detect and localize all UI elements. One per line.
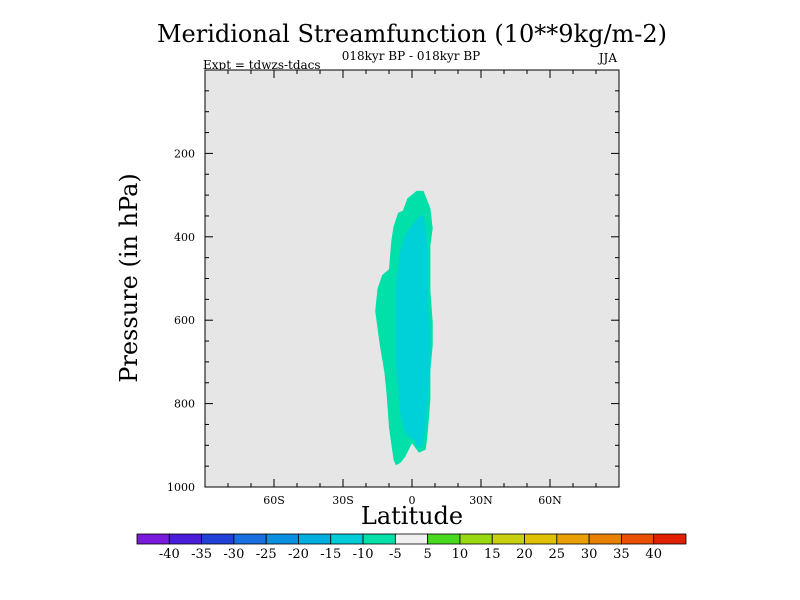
plot-frame [204, 69, 620, 488]
colorbar-label: -30 [223, 547, 244, 562]
colorbar-swatch [491, 533, 525, 545]
x-tick-label: 30S [332, 494, 354, 507]
y-tick-label: 600 [174, 314, 195, 327]
experiment-label: Expt = tdwzs-tdacs [203, 58, 321, 72]
colorbar-swatch [265, 533, 299, 545]
x-tick-label: 60S [263, 494, 285, 507]
x-tick-label: 60N [538, 494, 562, 507]
contour-fill-2 [395, 213, 431, 451]
colorbar-label: 35 [613, 547, 630, 562]
colorbar-swatch [524, 533, 558, 545]
colorbar-swatch [621, 533, 655, 545]
colorbar-label: 25 [549, 547, 566, 562]
y-tick-label: 200 [174, 147, 195, 160]
x-tick-label: 30N [469, 494, 493, 507]
colorbar-swatch [233, 533, 267, 545]
colorbar-swatch [556, 533, 590, 545]
colorbar-swatch [459, 533, 493, 545]
axis-ticks: 60S 30S 0 30N 60N 200 400 600 800 1000 [167, 70, 619, 507]
y-axis-label: Pressure (in hPa) [115, 173, 143, 383]
colorbar-label: -10 [353, 547, 374, 562]
colorbar-swatch [298, 533, 332, 545]
colorbar-label: -5 [389, 547, 402, 562]
colorbar-label: -20 [288, 547, 309, 562]
colorbar-swatch [201, 533, 235, 545]
chart-title: Meridional Streamfunction (10**9kg/m-2) [157, 20, 667, 48]
colorbar-label: -40 [159, 547, 180, 562]
chart-subtitle: 018kyr BP - 018kyr BP [342, 49, 480, 63]
y-tick-label: 1000 [167, 481, 195, 494]
colorbar-label: 20 [516, 547, 533, 562]
colorbar-label: 10 [452, 547, 469, 562]
colorbar-swatch [427, 533, 461, 545]
colorbar-swatch [362, 533, 396, 545]
colorbar-label: 15 [484, 547, 501, 562]
colorbar-swatch [653, 533, 687, 545]
colorbar-label: 5 [424, 547, 432, 562]
colorbar-swatch [330, 533, 364, 545]
colorbar-label: -25 [256, 547, 277, 562]
colorbar: -40 -35 -30 -25 -20 -15 -10 -5 5 10 15 20 25 30 35 40 [136, 533, 687, 562]
x-axis-label: Latitude [361, 502, 463, 530]
season-label: JJA [597, 51, 618, 65]
y-tick-label: 800 [174, 398, 195, 411]
colorbar-label: 40 [645, 547, 662, 562]
colorbar-swatch [394, 533, 429, 545]
colorbar-swatch [136, 533, 170, 545]
y-tick-label: 400 [174, 231, 195, 244]
colorbar-label: -15 [320, 547, 341, 562]
colorbar-swatch [588, 533, 622, 545]
colorbar-label: -35 [191, 547, 212, 562]
colorbar-label: 30 [581, 547, 598, 562]
x-tick-label: 0 [409, 494, 416, 507]
colorbar-swatch [168, 533, 202, 545]
contour-layer [375, 190, 433, 466]
